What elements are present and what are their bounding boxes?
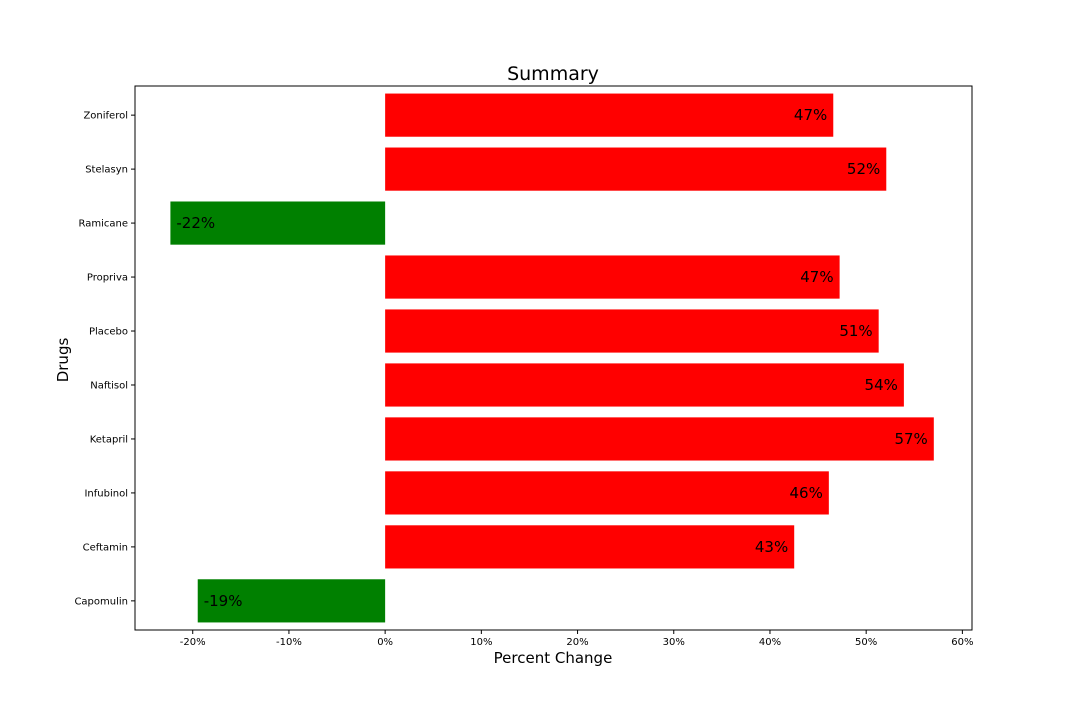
data-label: 51%	[839, 322, 872, 340]
data-label: -19%	[204, 592, 243, 610]
bar-naftisol	[385, 363, 904, 407]
x-tick-label: 50%	[855, 637, 877, 648]
chart-title: Summary	[507, 63, 599, 85]
bar-placebo	[385, 309, 879, 353]
bar-ketapril	[385, 417, 934, 461]
bar-propriva	[385, 255, 840, 299]
x-axis-ticks: -20% -10% 0% 10% 20% 30% 40% 50% 60%	[180, 630, 973, 648]
y-tick-label: Placebo	[89, 327, 128, 338]
x-tick-label: -10%	[276, 637, 302, 648]
data-label: 47%	[800, 268, 833, 286]
data-label: 57%	[894, 430, 927, 448]
bar-capomulin	[197, 579, 386, 623]
y-tick-label: Zoniferol	[83, 111, 128, 122]
bar-ceftamin	[385, 525, 795, 569]
x-axis-label: Percent Change	[494, 649, 613, 667]
data-label: 43%	[755, 538, 788, 556]
y-tick-label: Naftisol	[90, 380, 128, 391]
bar-stelasyn	[385, 147, 887, 191]
y-tick-label: Propriva	[87, 273, 128, 284]
x-tick-label: -20%	[180, 637, 206, 648]
bar-ramicane	[170, 201, 386, 245]
data-label: 52%	[847, 160, 880, 178]
bar-zoniferol	[385, 93, 834, 137]
y-tick-label: Stelasyn	[85, 165, 128, 176]
y-tick-label: Capomulin	[74, 596, 128, 607]
plot-frame	[134, 85, 973, 631]
x-tick-label: 20%	[566, 637, 588, 648]
data-label: -22%	[176, 214, 215, 232]
x-tick-label: 10%	[470, 637, 492, 648]
x-tick-label: 0%	[377, 637, 393, 648]
y-axis-label: Drugs	[54, 338, 72, 383]
bars-layer: -19% 43% 46% 57% 54% 51% 47% -22% 52% 47%	[170, 93, 934, 623]
data-label: 47%	[794, 106, 827, 124]
x-tick-label: 60%	[951, 637, 973, 648]
x-tick-label: 40%	[759, 637, 781, 648]
y-tick-label: Ketapril	[90, 434, 128, 445]
data-label: 54%	[865, 376, 898, 394]
y-tick-label: Infubinol	[84, 488, 128, 499]
x-tick-label: 30%	[663, 637, 685, 648]
y-axis-ticks: Capomulin Ceftamin Infubinol Ketapril Naftis…	[74, 111, 135, 607]
data-label: 46%	[790, 484, 823, 502]
y-tick-label: Ramicane	[79, 219, 129, 230]
bar-infubinol	[385, 471, 829, 515]
y-tick-label: Ceftamin	[83, 542, 128, 553]
